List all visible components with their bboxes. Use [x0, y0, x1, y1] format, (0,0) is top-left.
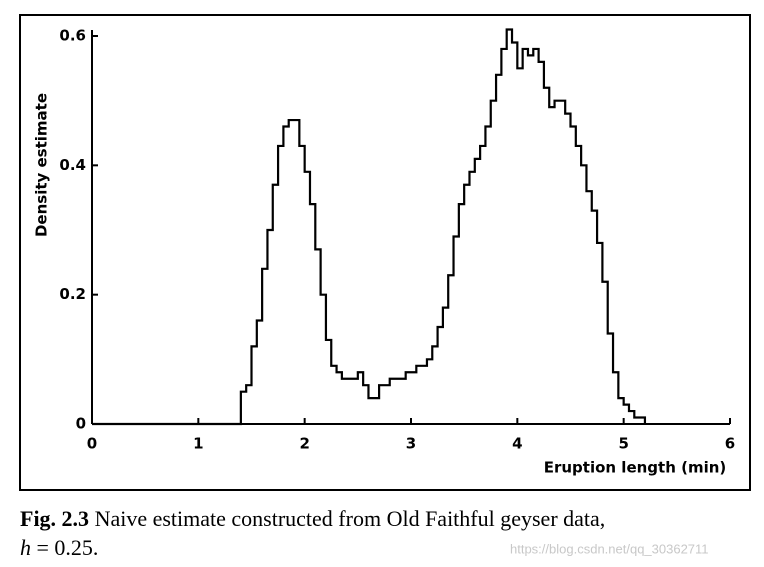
- x-tick-label: 0: [87, 435, 97, 453]
- x-tick-label: 3: [406, 435, 416, 453]
- y-tick-label: 0.4: [59, 156, 86, 174]
- x-axis-label: Eruption length (min): [544, 459, 727, 477]
- density-step: [92, 28, 647, 426]
- y-tick-label: 0.2: [59, 285, 86, 303]
- caption-line2: h = 0.25.: [20, 535, 98, 560]
- x-tick-label: 1: [193, 435, 203, 453]
- x-tick-label: 5: [618, 435, 628, 453]
- caption-rest: = 0.25.: [37, 535, 99, 560]
- watermark: https://blog.csdn.net/qq_30362711: [510, 541, 709, 556]
- frame: [19, 14, 751, 491]
- caption-label: Fig. 2.3: [20, 506, 89, 531]
- x-tick-label: 6: [725, 435, 735, 453]
- caption-text: Naive estimate constructed from Old Fait…: [95, 506, 606, 531]
- caption: Fig. 2.3 Naive estimate constructed from…: [20, 506, 605, 531]
- y-tick-label: 0: [76, 415, 86, 433]
- caption-variable: h: [20, 535, 31, 560]
- y-tick-label: 0.6: [59, 27, 86, 45]
- y-axis-label: Density estimate: [33, 93, 51, 237]
- x-tick-label: 2: [299, 435, 309, 453]
- x-tick-label: 4: [512, 435, 522, 453]
